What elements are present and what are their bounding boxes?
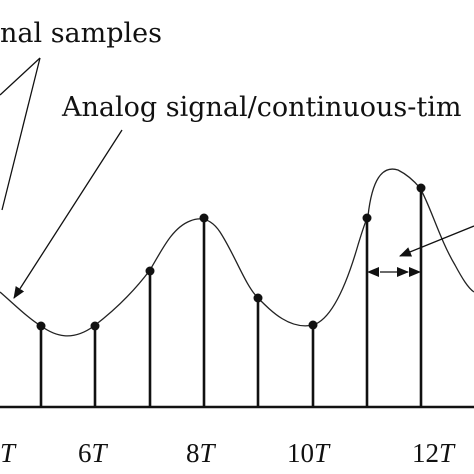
tick-label-2: 8T (186, 438, 217, 468)
samples-pointer-line-right (1, 57, 41, 211)
sample-point-1 (36, 321, 46, 331)
tick-label-1: 6T (78, 438, 109, 468)
sample-point-7 (362, 213, 372, 223)
tick-label-4: 12T (412, 438, 456, 468)
interval-arrowhead-right (409, 267, 421, 277)
analog-signal-curve (0, 168, 474, 337)
tick-label-0: T (0, 438, 17, 468)
sample-point-2 (90, 321, 100, 331)
samples-label: nal samples (0, 18, 162, 49)
tick-label-3: 10T (287, 438, 331, 468)
analog-signal-label: Analog signal/continuous-tim (61, 92, 461, 123)
interval-pointer-arrow (399, 225, 474, 257)
sample-point-3 (145, 266, 155, 276)
samples-pointer-line-left (0, 57, 41, 96)
sample-point-6 (308, 320, 318, 330)
interval-arrowhead-left (367, 267, 379, 277)
sample-point-5 (253, 293, 263, 303)
sample-point-4 (199, 213, 209, 223)
analog-pointer-arrow (13, 129, 123, 299)
sample-point-8 (416, 183, 426, 193)
